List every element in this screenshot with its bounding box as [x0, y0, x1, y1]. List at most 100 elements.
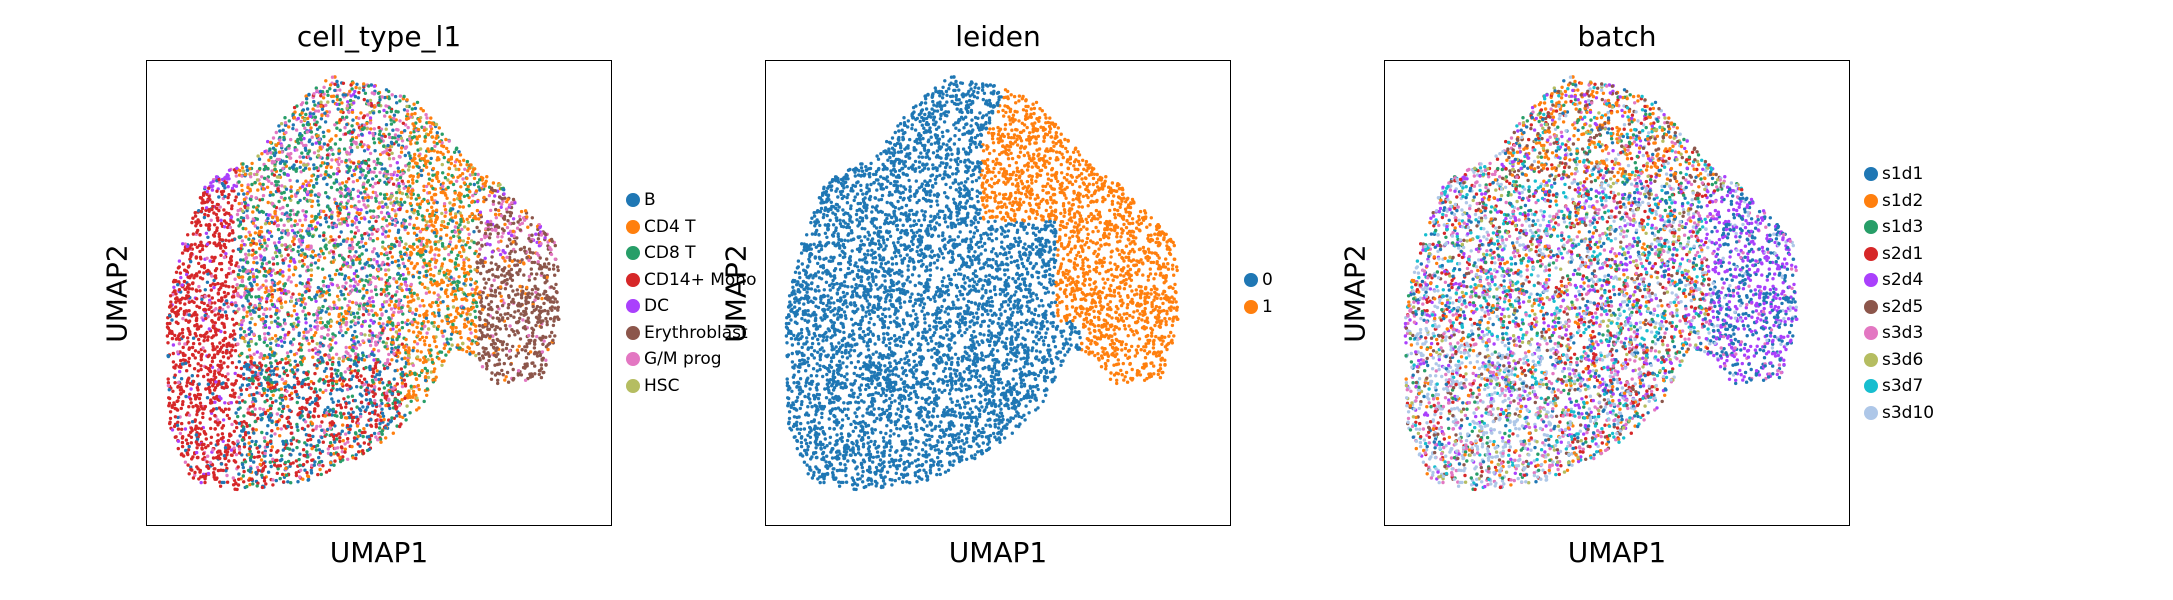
data-point: [347, 169, 351, 173]
data-point: [383, 114, 387, 118]
data-point: [518, 284, 522, 289]
data-point: [393, 133, 398, 137]
data-point: [417, 387, 421, 392]
data-point: [171, 343, 176, 347]
data-point: [445, 146, 449, 151]
data-point: [188, 363, 192, 368]
data-point: [542, 301, 546, 306]
data-point: [373, 409, 377, 413]
data-point: [434, 345, 439, 349]
data-point: [407, 270, 411, 275]
data-point: [301, 209, 305, 213]
data-point: [240, 383, 245, 387]
data-point: [281, 327, 285, 332]
data-point: [488, 334, 492, 339]
data-point: [250, 267, 255, 272]
data-point: [325, 162, 330, 166]
data-point: [295, 191, 299, 195]
data-point: [358, 289, 362, 293]
data-point: [554, 282, 558, 287]
data-point: [439, 150, 443, 155]
data-point: [473, 281, 477, 285]
data-point: [549, 252, 554, 257]
data-point: [251, 210, 255, 214]
data-point: [484, 334, 488, 339]
data-point: [237, 201, 241, 206]
data-point: [352, 277, 356, 281]
data-point: [473, 172, 478, 176]
data-point: [331, 255, 335, 260]
data-point: [325, 375, 329, 379]
data-point: [348, 364, 352, 369]
data-point: [325, 182, 329, 187]
data-point: [197, 350, 201, 354]
data-point: [434, 227, 438, 232]
data-point: [427, 120, 431, 125]
data-point: [251, 370, 255, 374]
data-point: [352, 284, 356, 288]
data-point: [338, 439, 342, 444]
data-point: [218, 309, 222, 313]
data-point: [185, 244, 189, 249]
data-point: [260, 197, 265, 202]
data-point: [469, 331, 473, 335]
data-point: [252, 352, 256, 356]
data-point: [314, 448, 319, 452]
data-point: [254, 428, 258, 432]
data-point: [316, 104, 320, 108]
data-point: [268, 140, 273, 145]
data-point: [302, 330, 306, 334]
data-point: [340, 217, 344, 221]
data-point: [269, 364, 274, 369]
data-point: [362, 427, 366, 431]
data-point: [473, 315, 478, 319]
data-point: [503, 274, 507, 278]
data-point: [354, 85, 358, 90]
data-point: [213, 301, 217, 305]
data-point: [337, 357, 341, 361]
data-point: [220, 177, 225, 182]
data-point: [300, 184, 305, 189]
data-point: [236, 286, 240, 290]
data-point: [505, 282, 509, 286]
data-point: [386, 234, 391, 238]
data-point: [214, 212, 219, 217]
data-point: [324, 470, 329, 474]
data-point: [479, 237, 484, 242]
data-point: [432, 231, 436, 235]
data-point: [544, 265, 549, 269]
data-point: [326, 100, 330, 104]
data-point: [244, 227, 248, 231]
data-point: [518, 337, 523, 341]
data-point: [522, 273, 526, 277]
data-point: [406, 231, 410, 235]
data-point: [415, 233, 419, 237]
data-point: [487, 358, 491, 363]
data-point: [248, 309, 252, 313]
data-point: [385, 366, 390, 370]
data-point: [311, 381, 316, 386]
data-point: [504, 346, 509, 351]
data-point: [442, 224, 446, 229]
data-point: [403, 153, 407, 158]
data-point: [400, 342, 404, 346]
data-point: [219, 452, 223, 456]
data-point: [445, 314, 449, 319]
data-point: [394, 140, 399, 144]
data-point: [216, 368, 221, 372]
data-point: [229, 262, 233, 267]
data-point: [298, 136, 303, 140]
data-point: [195, 386, 200, 390]
data-point: [383, 134, 387, 139]
data-point: [211, 348, 215, 352]
data-point: [542, 265, 546, 269]
data-point: [202, 215, 207, 220]
data-point: [369, 424, 374, 428]
data-point: [434, 234, 438, 238]
data-point: [372, 257, 376, 262]
data-point: [380, 401, 384, 406]
data-point: [496, 183, 501, 188]
data-point: [390, 416, 394, 420]
data-point: [440, 363, 444, 367]
data-point: [340, 382, 344, 386]
